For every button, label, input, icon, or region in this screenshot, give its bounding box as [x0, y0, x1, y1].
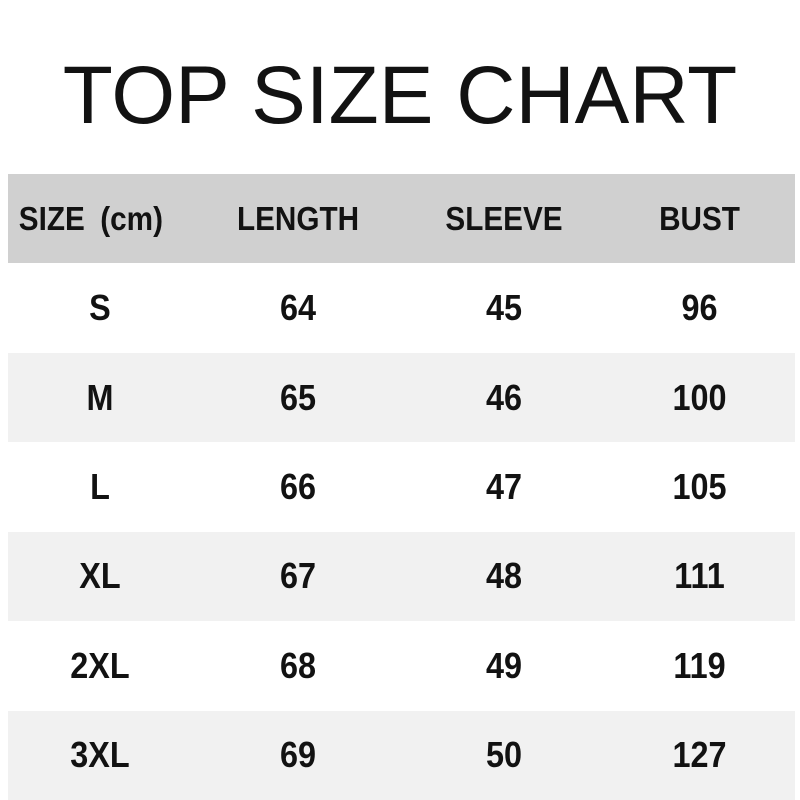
cell-bust: 100 — [672, 376, 727, 418]
cell-sleeve: 48 — [485, 555, 523, 597]
table-row-m: M 65 46 100 — [8, 352, 795, 443]
cell-bust: 105 — [672, 465, 727, 507]
cell-size: 2XL — [70, 644, 130, 686]
cell-bust: 96 — [681, 287, 718, 329]
table-row-l: L 66 47 105 — [8, 442, 795, 532]
cell-length: 65 — [279, 376, 317, 418]
table-row-3xl: 3XL 69 50 127 — [8, 710, 795, 800]
table-row-xl: XL 67 48 111 — [8, 531, 795, 622]
cell-size: 3XL — [70, 734, 130, 776]
table-row-2xl: 2XL 68 49 119 — [8, 621, 795, 711]
cell-length: 69 — [279, 734, 317, 776]
size-chart-table: SIZE (cm) LENGTH SLEEVE BUST S 64 45 96 … — [8, 174, 795, 800]
cell-sleeve: 46 — [485, 376, 523, 418]
cell-length: 64 — [279, 287, 317, 329]
cell-size: XL — [79, 555, 121, 597]
cell-bust: 119 — [673, 644, 726, 686]
cell-size: S — [89, 287, 111, 329]
cell-length: 67 — [279, 555, 317, 597]
cell-length: 66 — [279, 465, 317, 507]
page-title: TOP SIZE CHART — [62, 50, 738, 141]
cell-bust: 127 — [672, 734, 727, 776]
column-header-size: SIZE (cm) — [18, 199, 163, 237]
column-header-bust: BUST — [659, 199, 740, 237]
table-header-row: SIZE (cm) LENGTH SLEEVE BUST — [8, 174, 795, 264]
cell-sleeve: 50 — [485, 734, 523, 776]
cell-sleeve: 49 — [485, 644, 523, 686]
cell-size: L — [90, 465, 110, 507]
table-row-s: S 64 45 96 — [8, 263, 795, 353]
cell-sleeve: 47 — [485, 465, 523, 507]
column-header-sleeve: SLEEVE — [445, 199, 563, 237]
column-header-length: LENGTH — [236, 199, 360, 237]
cell-bust: 111 — [674, 555, 725, 597]
cell-sleeve: 45 — [485, 287, 523, 329]
cell-size: M — [86, 376, 114, 418]
cell-length: 68 — [279, 644, 317, 686]
